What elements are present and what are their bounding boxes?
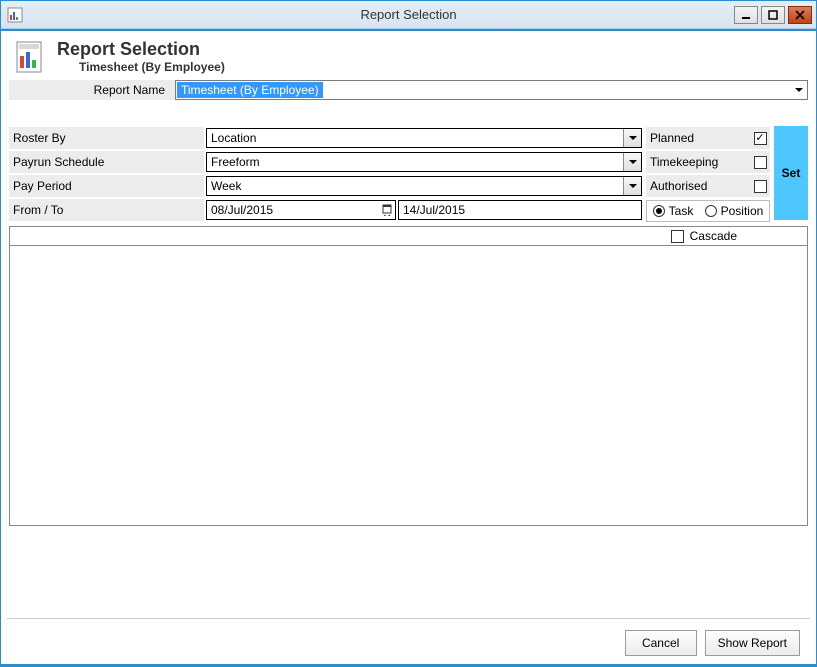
task-radio[interactable]: Task xyxy=(653,204,694,218)
timekeeping-checkbox[interactable] xyxy=(754,156,767,169)
payrun-schedule-value: Freeform xyxy=(211,155,260,169)
titlebar-title: Report Selection xyxy=(1,7,816,22)
dropdown-icon xyxy=(623,177,641,195)
header: Report Selection Timesheet (By Employee) xyxy=(1,31,816,78)
window: Report Selection Report Selecti xyxy=(0,0,817,667)
from-to-label: From / To xyxy=(9,199,204,221)
authorised-label: Authorised xyxy=(646,175,750,197)
from-date-input[interactable]: 08/Jul/2015 xyxy=(206,200,396,220)
set-button[interactable]: Set xyxy=(774,126,808,220)
task-position-group: Task Position xyxy=(646,200,770,222)
dropdown-icon xyxy=(623,129,641,147)
report-icon xyxy=(15,40,45,74)
planned-label: Planned xyxy=(646,127,750,149)
form-area: Roster By Location Payrun Schedule Freef… xyxy=(9,126,808,222)
position-radio[interactable]: Position xyxy=(705,204,764,218)
report-name-row: Report Name Timesheet (By Employee) xyxy=(9,80,808,100)
pay-period-select[interactable]: Week xyxy=(206,176,642,196)
list-area xyxy=(9,246,808,526)
report-name-label: Report Name xyxy=(9,80,175,100)
app-icon xyxy=(7,7,23,23)
minimize-button[interactable] xyxy=(734,6,758,24)
payrun-schedule-label: Payrun Schedule xyxy=(9,151,204,173)
page-subtitle: Timesheet (By Employee) xyxy=(79,60,225,74)
cancel-button[interactable]: Cancel xyxy=(625,630,697,656)
pay-period-label: Pay Period xyxy=(9,175,204,197)
cascade-bar: Cascade xyxy=(9,226,808,246)
dropdown-icon xyxy=(623,153,641,171)
payrun-schedule-select[interactable]: Freeform xyxy=(206,152,642,172)
titlebar: Report Selection xyxy=(1,1,816,29)
radio-icon xyxy=(705,205,717,217)
footer: Cancel Show Report xyxy=(7,618,810,658)
timekeeping-label: Timekeeping xyxy=(646,151,750,173)
calendar-icon[interactable] xyxy=(379,201,395,219)
dropdown-icon xyxy=(791,81,807,99)
close-button[interactable] xyxy=(788,6,812,24)
pay-period-value: Week xyxy=(211,179,241,193)
maximize-button[interactable] xyxy=(761,6,785,24)
show-report-button[interactable]: Show Report xyxy=(705,630,800,656)
planned-checkbox[interactable]: ✓ xyxy=(754,132,767,145)
page-title: Report Selection xyxy=(57,39,225,60)
cascade-checkbox[interactable] xyxy=(671,230,684,243)
authorised-checkbox[interactable] xyxy=(754,180,767,193)
report-name-select[interactable]: Timesheet (By Employee) xyxy=(175,80,808,100)
radio-icon xyxy=(653,205,665,217)
from-date-value: 08/Jul/2015 xyxy=(211,203,273,217)
roster-by-value: Location xyxy=(211,131,256,145)
report-name-value: Timesheet (By Employee) xyxy=(177,82,323,98)
cascade-label: Cascade xyxy=(690,229,737,243)
roster-by-select[interactable]: Location xyxy=(206,128,642,148)
roster-by-label: Roster By xyxy=(9,127,204,149)
divider xyxy=(1,664,816,666)
task-radio-label: Task xyxy=(669,204,694,218)
to-date-value: 14/Jul/2015 xyxy=(403,203,465,217)
position-radio-label: Position xyxy=(721,204,764,218)
to-date-input[interactable]: 14/Jul/2015 xyxy=(398,200,642,220)
